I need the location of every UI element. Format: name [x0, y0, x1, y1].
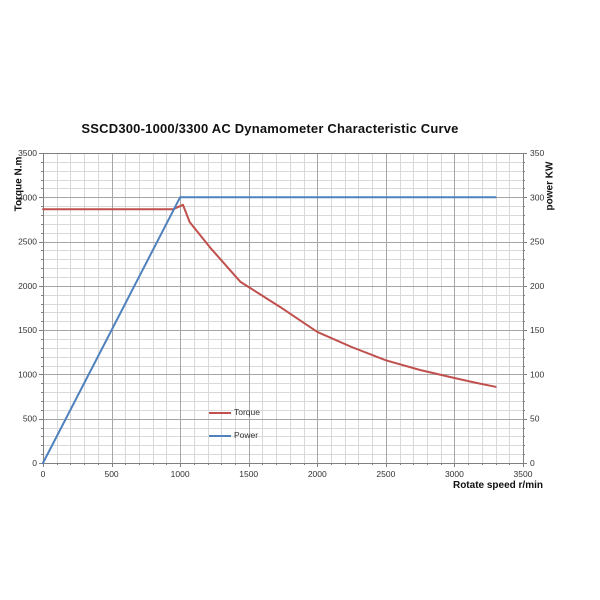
chart-title: SSCD300-1000/3300 AC Dynamometer Charact…: [81, 121, 459, 136]
svg-text:1000: 1000: [18, 369, 37, 379]
legend-label-power: Power: [234, 430, 259, 441]
svg-text:2000: 2000: [308, 469, 327, 479]
svg-text:50: 50: [530, 414, 540, 424]
svg-text:300: 300: [530, 192, 544, 202]
svg-text:3000: 3000: [445, 469, 464, 479]
legend-item-torque: Torque: [209, 401, 260, 424]
svg-text:2000: 2000: [18, 281, 37, 291]
svg-text:2500: 2500: [18, 237, 37, 247]
svg-text:0: 0: [32, 458, 37, 468]
svg-text:3000: 3000: [18, 192, 37, 202]
legend-label-torque: Torque: [234, 407, 260, 418]
svg-text:0: 0: [41, 469, 46, 479]
svg-text:2500: 2500: [376, 469, 395, 479]
torque-line-swatch: [209, 411, 231, 414]
chart-legend: Torque Power: [209, 401, 260, 447]
power-line-swatch: [209, 434, 231, 437]
svg-text:0: 0: [530, 458, 535, 468]
svg-text:1500: 1500: [239, 469, 258, 479]
speed-axis-label: Rotate speed r/min: [452, 480, 543, 491]
svg-text:150: 150: [530, 325, 544, 335]
svg-text:1000: 1000: [171, 469, 190, 479]
svg-text:3500: 3500: [18, 148, 37, 158]
svg-text:500: 500: [23, 414, 37, 424]
svg-text:350: 350: [530, 148, 544, 158]
svg-text:100: 100: [530, 369, 544, 379]
legend-item-power: Power: [209, 424, 260, 447]
svg-text:250: 250: [530, 237, 544, 247]
svg-text:1500: 1500: [18, 325, 37, 335]
svg-text:3500: 3500: [514, 469, 533, 479]
svg-text:200: 200: [530, 281, 544, 291]
svg-text:500: 500: [104, 469, 118, 479]
